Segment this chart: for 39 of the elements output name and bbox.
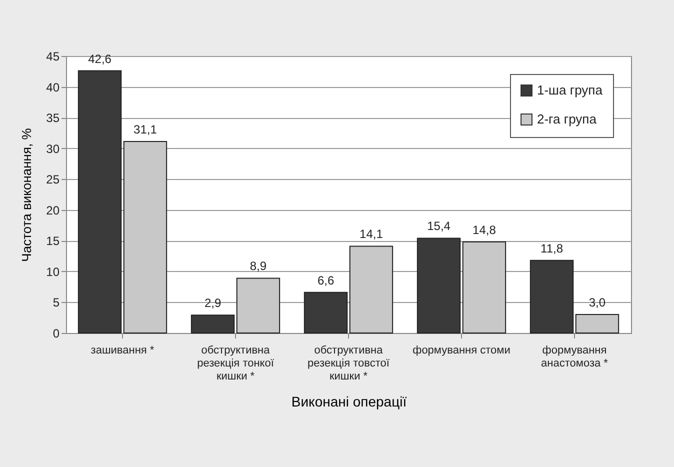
text: 6,6 (317, 273, 334, 288)
text: 2,9 (204, 296, 222, 310)
y-tick-label: 10 (46, 264, 60, 279)
bar (123, 141, 168, 334)
x-tick-label: формування анастомоза * (541, 344, 609, 370)
text: 11,8 (540, 241, 564, 256)
bar (530, 260, 574, 334)
text: 42,6 (88, 52, 112, 66)
x-tick-label: формування стоми (412, 344, 510, 356)
y-tick-label: 15 (46, 234, 60, 248)
bar (462, 241, 506, 334)
text: 3,0 (588, 296, 606, 310)
y-axis-title: Частота виконання, % (19, 128, 34, 262)
bar (575, 314, 620, 334)
y-tick-label: 30 (46, 142, 60, 156)
legend-label: 1-ша група (537, 82, 604, 98)
x-tick-label: зашивання * (90, 344, 155, 356)
text: 31,1 (134, 122, 157, 137)
y-tick-label: 25 (46, 172, 60, 187)
legend-label: 2-га група (537, 112, 598, 126)
x-tick-label: обструктивна резекція товстої кишки * (308, 344, 390, 382)
y-tick-label: 20 (46, 203, 60, 218)
bar (416, 238, 461, 334)
bar (236, 278, 280, 334)
y-tick-label: 35 (46, 111, 60, 126)
bar (78, 70, 122, 334)
bar (304, 292, 348, 334)
bar (190, 314, 235, 334)
y-tick-label: 40 (46, 80, 60, 94)
x-tick-label: обструктивна резекція тонкої кишки * (197, 344, 274, 382)
x-axis-title: Виконані операції (291, 394, 407, 410)
text: 8,9 (250, 259, 267, 274)
text: 15,4 (427, 219, 450, 234)
y-tick-label: 0 (52, 326, 60, 340)
y-tick-label: 45 (46, 50, 60, 64)
text: 14,8 (472, 222, 496, 237)
bar (349, 246, 394, 334)
text: 14,1 (360, 227, 383, 242)
y-tick-label: 5 (52, 296, 60, 310)
